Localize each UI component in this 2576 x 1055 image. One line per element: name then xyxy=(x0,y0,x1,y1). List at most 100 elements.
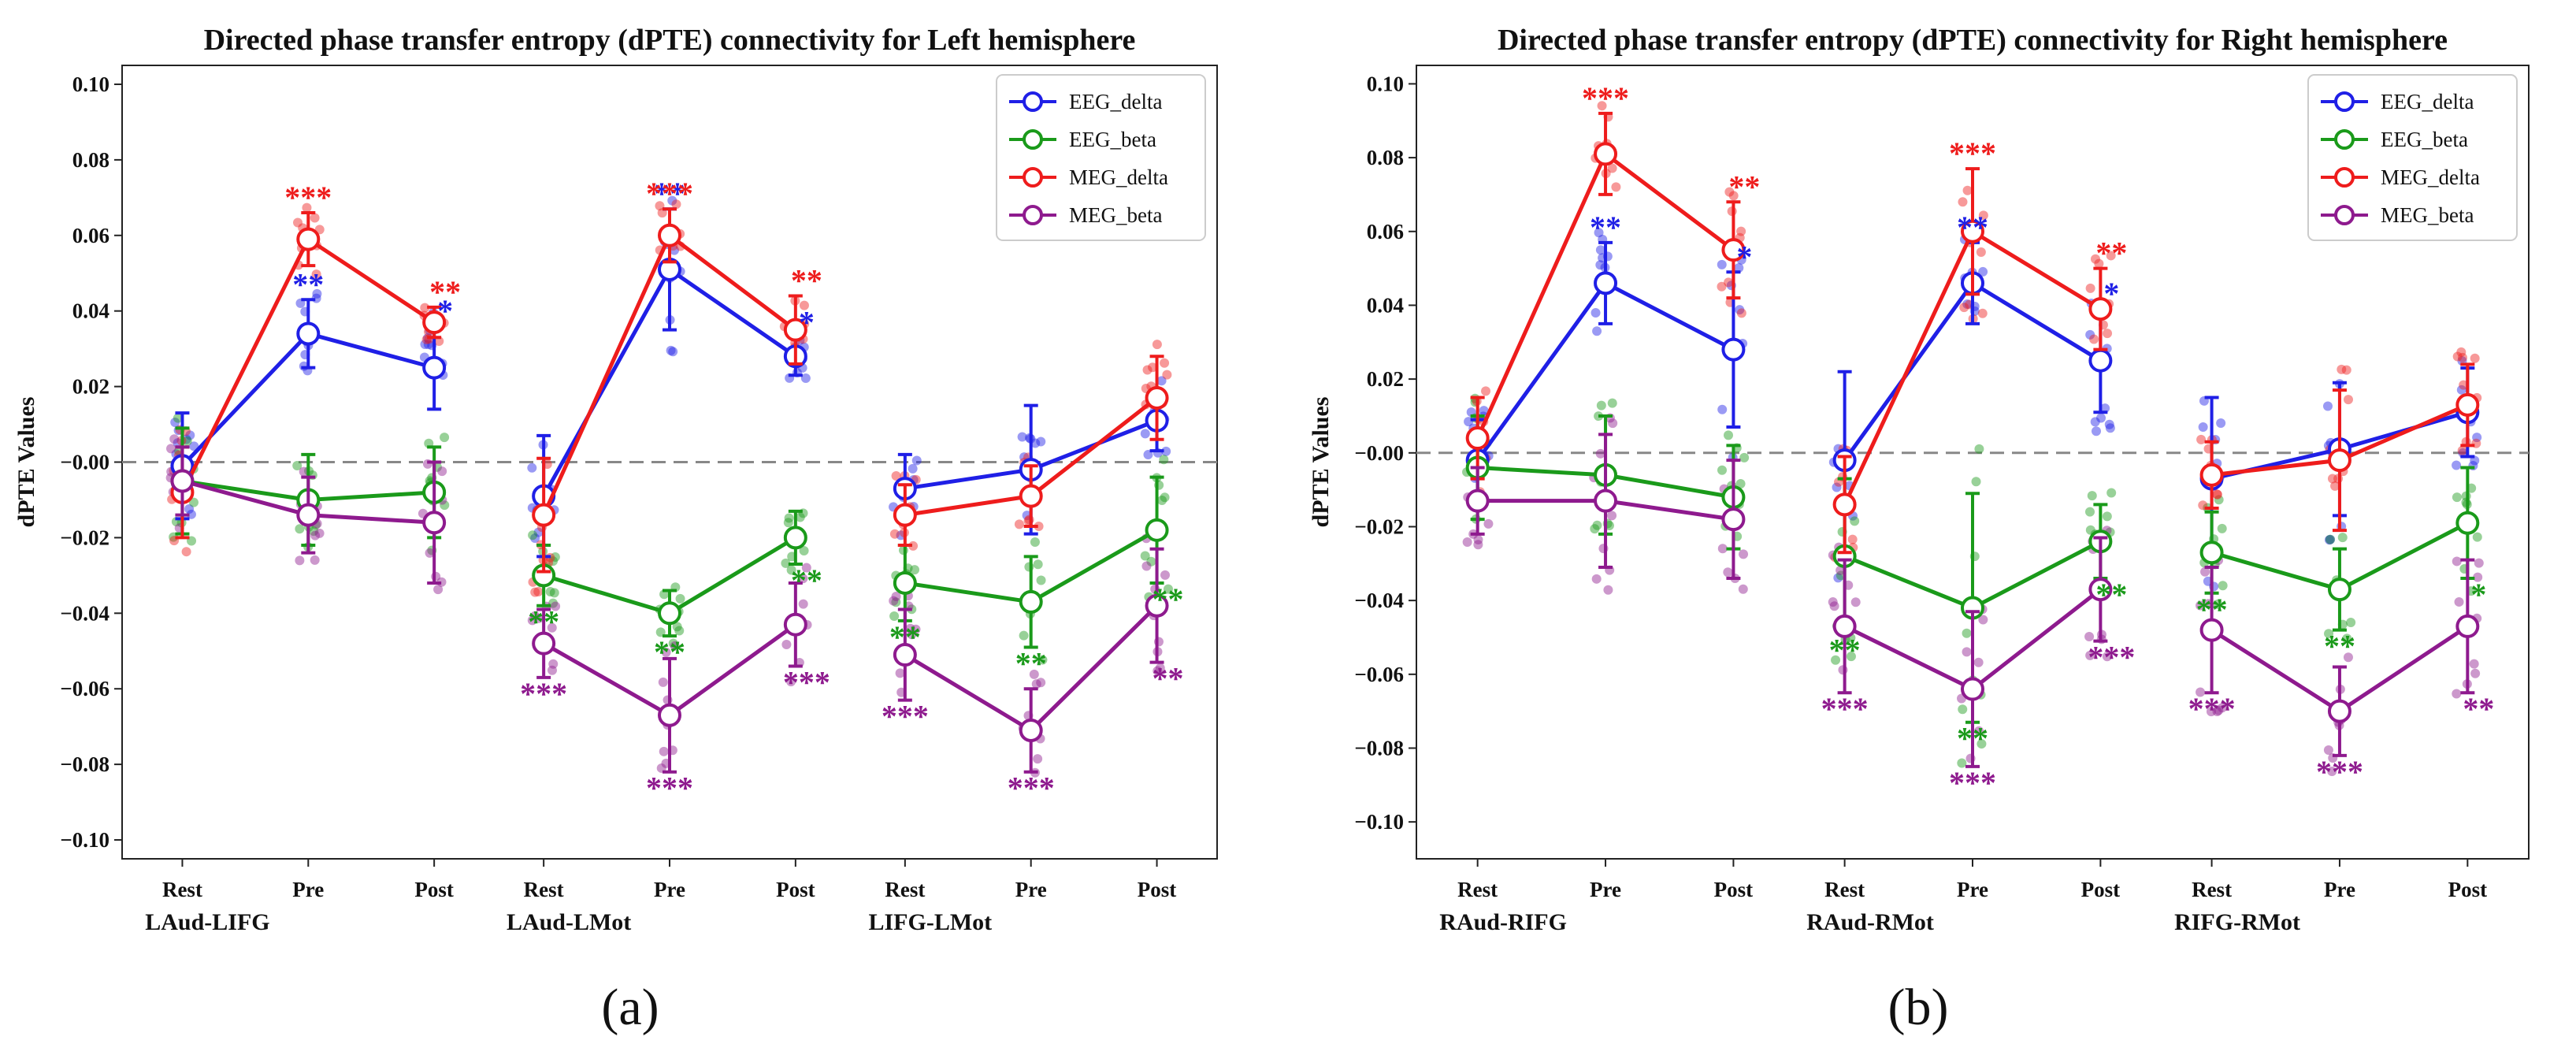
x-tick-label: Pre xyxy=(2324,878,2355,901)
mean-marker xyxy=(1832,614,1857,638)
data-point xyxy=(188,497,199,507)
data-point xyxy=(1595,245,1605,255)
x-tick-label: Pre xyxy=(1015,878,1047,901)
data-point xyxy=(437,466,447,477)
data-point xyxy=(1958,197,1968,207)
data-point xyxy=(1717,465,1728,475)
mean-marker xyxy=(422,355,447,380)
data-point xyxy=(1031,679,1041,689)
mean-marker xyxy=(783,526,807,550)
mean-marker xyxy=(2199,541,2224,565)
mean-marker xyxy=(893,503,917,527)
mean-marker xyxy=(893,570,917,595)
data-point xyxy=(527,462,537,473)
significance-star: * xyxy=(1736,239,1752,274)
data-point xyxy=(781,558,791,568)
data-point xyxy=(2342,633,2352,644)
significance-star: ** xyxy=(2095,577,2127,612)
data-point xyxy=(2469,659,2479,669)
data-point xyxy=(1029,669,1039,679)
legend-label: EEG_delta xyxy=(1069,90,1162,113)
data-point xyxy=(1033,754,1043,764)
data-point xyxy=(2216,418,2226,429)
significance-star: ** xyxy=(889,619,921,655)
data-point xyxy=(2474,558,2484,568)
significance-star: ** xyxy=(2196,592,2228,627)
data-point xyxy=(1483,518,1494,529)
data-point xyxy=(530,587,540,597)
y-tick-label: −0.02 xyxy=(1354,514,1404,538)
data-point xyxy=(2322,401,2333,411)
data-point xyxy=(1828,597,1838,607)
data-point xyxy=(312,288,322,299)
data-point xyxy=(1033,559,1043,570)
data-point xyxy=(2085,650,2095,660)
data-point xyxy=(1036,575,1046,585)
mean-marker xyxy=(783,318,807,342)
significance-star: ** xyxy=(1015,645,1047,681)
data-point xyxy=(2085,329,2095,340)
data-point xyxy=(2213,599,2223,609)
data-point xyxy=(2341,365,2351,375)
data-point xyxy=(1734,262,1744,273)
data-point xyxy=(2470,455,2480,466)
data-point xyxy=(1717,544,1728,554)
data-point xyxy=(1973,657,1984,667)
data-point xyxy=(1141,561,1152,571)
mean-marker xyxy=(1145,593,1169,618)
data-point xyxy=(551,601,561,611)
y-tick-label: −0.04 xyxy=(60,601,109,625)
data-point xyxy=(2452,689,2462,699)
data-point xyxy=(1739,549,1749,559)
legend-swatch-marker xyxy=(1023,167,1043,188)
mean-marker xyxy=(1145,518,1169,542)
data-point xyxy=(1140,429,1150,439)
mean-marker xyxy=(1721,238,1746,262)
data-point xyxy=(668,638,678,648)
y-tick-label: 0.10 xyxy=(1367,72,1404,95)
series-meg-beta xyxy=(1465,433,2480,768)
data-point xyxy=(1971,477,1981,487)
significance-star: ** xyxy=(1957,210,1988,245)
data-point xyxy=(2472,532,2482,542)
data-point xyxy=(1850,516,1860,526)
data-point xyxy=(1835,565,1846,575)
data-point xyxy=(527,615,537,626)
significance-star: *** xyxy=(284,180,332,215)
data-point xyxy=(1735,479,1746,489)
y-tick-label: 0.04 xyxy=(1367,293,1404,317)
data-point xyxy=(1958,704,1968,715)
data-point xyxy=(1014,519,1024,529)
mean-marker xyxy=(2327,448,2351,473)
data-point xyxy=(1738,584,1748,594)
data-point xyxy=(1833,573,1843,583)
data-point xyxy=(1473,540,1483,550)
data-point xyxy=(2217,523,2227,533)
mean-marker xyxy=(1019,484,1043,508)
data-point xyxy=(1736,308,1746,318)
data-point xyxy=(440,433,450,443)
data-point xyxy=(1978,615,1988,625)
data-point xyxy=(2085,283,2095,293)
data-point xyxy=(2346,617,2356,627)
significance-star: ** xyxy=(429,274,461,310)
data-point xyxy=(1160,492,1170,503)
x-tick-label: Post xyxy=(776,878,815,901)
y-axis: 0.10 0.08 0.06 0.04 0.02 −0.00 −0.02 −0.04 −0.06… xyxy=(13,72,122,852)
significance-star: ** xyxy=(2463,691,2494,726)
data-point xyxy=(548,556,559,567)
x-axis: Rest Pre Post LAud-LIFG Rest Pre Post LAud-LMot… xyxy=(145,859,1176,935)
significance-star: ** xyxy=(292,266,324,302)
data-point xyxy=(1036,678,1046,688)
data-point xyxy=(674,626,685,636)
data-point xyxy=(534,613,544,623)
data-point xyxy=(908,463,918,474)
data-point xyxy=(1030,537,1040,547)
data-point xyxy=(311,269,321,280)
data-point xyxy=(889,611,900,622)
data-point xyxy=(1473,535,1483,545)
significance-star: ** xyxy=(2095,236,2127,271)
legend-swatch-marker xyxy=(2334,91,2355,112)
data-point xyxy=(783,518,793,528)
x-tick-label: Pre xyxy=(1957,878,1988,901)
